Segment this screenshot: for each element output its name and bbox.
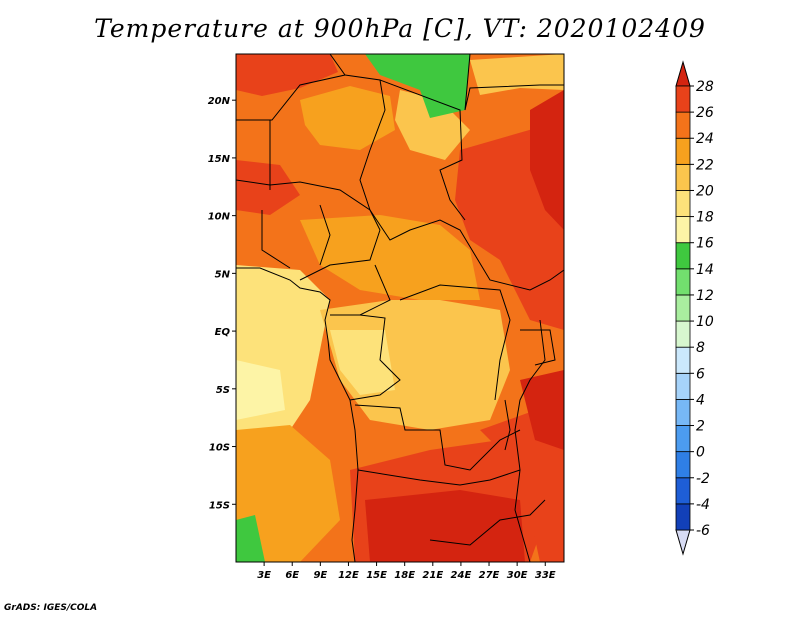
colorbar-swatch	[675, 477, 691, 505]
colorbar-label: -2	[696, 471, 710, 487]
border	[299, 229, 381, 281]
field-patch	[330, 330, 395, 395]
lon-tick-label: 18E	[394, 570, 415, 581]
border	[344, 74, 386, 211]
colorbar-label: 4	[696, 392, 705, 408]
colorbar-lower-extend	[675, 529, 691, 556]
colorbar-swatch	[675, 346, 691, 374]
colorbar-label: 26	[696, 105, 714, 121]
lat-tick-label: 5S	[216, 385, 230, 396]
colorbar-swatch	[675, 399, 691, 426]
lon-tick-label: 21E	[422, 570, 443, 581]
colorbar-label: 14	[696, 262, 714, 278]
field-patch-green	[236, 515, 265, 562]
colorbar-swatch	[675, 503, 691, 531]
lat-tick-label: 10S	[209, 443, 230, 454]
colorbar-label: -6	[696, 523, 710, 539]
field-patch	[236, 425, 340, 562]
field-patch	[236, 54, 338, 96]
country-borders	[236, 54, 564, 562]
map-frame	[235, 53, 565, 563]
border	[354, 404, 521, 471]
field-patch	[236, 360, 285, 420]
field-patch	[365, 490, 525, 562]
border	[236, 54, 346, 121]
colorbar-swatch	[675, 163, 691, 191]
border	[330, 264, 391, 316]
colorbar-label: 24	[696, 131, 714, 147]
colorbar-label: 20	[696, 183, 714, 199]
border	[261, 120, 291, 269]
border	[357, 469, 521, 486]
field-patch	[530, 90, 564, 230]
border	[429, 499, 546, 546]
colorbar-label: 28	[696, 79, 714, 95]
colorbar-label: 2	[696, 419, 705, 435]
field-patch	[300, 215, 480, 300]
lat-tick-label: 10N	[208, 212, 231, 223]
lat-axis: 20N 15N 10N 5N EQ 5S 10S 15S	[208, 96, 236, 511]
chart-title: Temperature at 900hPa [C], VT: 202010240…	[94, 14, 706, 43]
border	[319, 204, 331, 266]
border	[349, 314, 401, 401]
border	[379, 79, 466, 221]
colorbar-label: 18	[696, 210, 714, 226]
field-patch	[300, 86, 395, 150]
lon-tick-label: 30E	[507, 570, 528, 581]
field-patch	[395, 90, 470, 160]
lon-tick-label: 6E	[285, 570, 299, 581]
colorbar-swatch	[675, 242, 691, 270]
lat-tick-label: EQ	[215, 327, 231, 338]
lat-tick-label: 15N	[208, 154, 231, 165]
colorbar-label: -4	[696, 497, 710, 513]
colorbar-swatch	[675, 451, 691, 479]
colorbar-label: 6	[696, 366, 705, 382]
lon-tick-label: 12E	[338, 570, 359, 581]
colorbar-swatch	[675, 190, 691, 217]
lat-tick-label: 5N	[215, 269, 231, 280]
lon-tick-label: 33E	[535, 570, 556, 581]
lon-tick-label: 24E	[451, 570, 472, 581]
colorbar-label: 0	[696, 445, 705, 461]
grads-credit: GrADS: IGES/COLA	[4, 603, 98, 613]
lon-axis: 3E 6E 9E 12E 15E 18E 21E 24E 27E 30E 33E	[257, 562, 556, 581]
colorbar-label: 10	[696, 314, 714, 330]
colorbar-swatch	[675, 320, 691, 348]
colorbar-swatch	[675, 294, 691, 322]
lon-tick-label: 9E	[313, 570, 327, 581]
lake-tanganyika	[504, 399, 511, 451]
lon-tick-label: 3E	[257, 570, 271, 581]
temperature-field	[236, 54, 564, 562]
colorbar-label: 16	[696, 236, 714, 252]
field-patch-green	[365, 54, 470, 118]
colorbar-label: 8	[696, 340, 705, 356]
field-patch	[520, 370, 564, 450]
colorbar-swatch	[675, 111, 691, 139]
colorbar-swatch	[675, 372, 691, 400]
colorbar-swatch	[675, 268, 691, 296]
colorbar-label: 12	[696, 288, 714, 304]
border	[464, 54, 564, 111]
field-patch	[236, 160, 300, 215]
colorbar-swatch	[675, 216, 691, 244]
colorbar-swatch	[675, 425, 691, 453]
colorbar-swatch	[675, 85, 691, 113]
lat-tick-label: 20N	[208, 96, 231, 107]
lon-tick-label: 15E	[366, 570, 387, 581]
lon-tick-label: 27E	[479, 570, 500, 581]
border	[399, 284, 511, 401]
lat-tick-label: 15S	[209, 500, 230, 511]
border	[369, 209, 564, 291]
colorbar-label: 22	[696, 157, 714, 173]
colorbar-swatch	[675, 137, 691, 165]
lake-victoria	[520, 329, 556, 366]
colorbar-upper-extend	[675, 60, 691, 87]
coastline-west	[236, 267, 359, 562]
